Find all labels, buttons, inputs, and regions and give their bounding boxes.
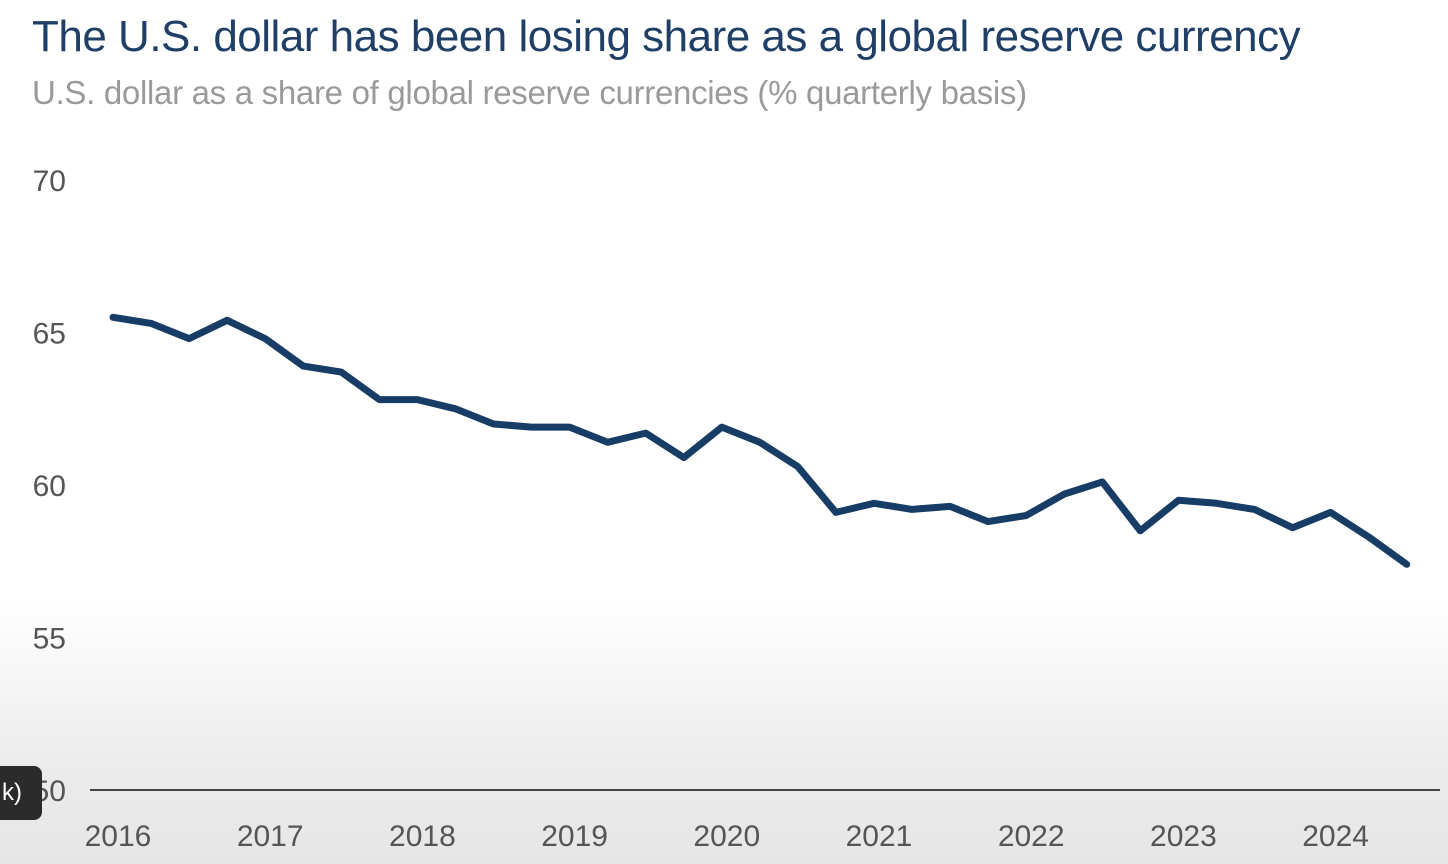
x-tick-label: 2017 bbox=[237, 820, 304, 853]
chart-title: The U.S. dollar has been losing share as… bbox=[32, 12, 1301, 61]
x-tick-label: 2020 bbox=[693, 820, 760, 853]
x-tick-label: 2019 bbox=[541, 820, 608, 853]
series-group bbox=[109, 313, 1411, 568]
y-tick-label: 70 bbox=[33, 165, 66, 198]
y-tick-label: 60 bbox=[33, 470, 66, 503]
video-overlay-badge[interactable]: k) bbox=[0, 766, 42, 820]
y-tick-label: 55 bbox=[33, 623, 66, 656]
chart-subtitle: U.S. dollar as a share of global reserve… bbox=[32, 74, 1027, 111]
x-tick-label: 2024 bbox=[1302, 820, 1369, 853]
x-tick-label: 2018 bbox=[389, 820, 456, 853]
y-tick-label: 65 bbox=[33, 318, 66, 351]
x-tick-label: 2023 bbox=[1150, 820, 1217, 853]
x-axis-ticks: 2016 2017 2018 2019 2020 2021 2022 2023 2024 bbox=[85, 820, 1369, 853]
x-tick-label: 2022 bbox=[998, 820, 1065, 853]
x-tick-label: 2016 bbox=[85, 820, 152, 853]
x-tick-label: 2021 bbox=[846, 820, 913, 853]
series-line bbox=[109, 313, 1411, 568]
